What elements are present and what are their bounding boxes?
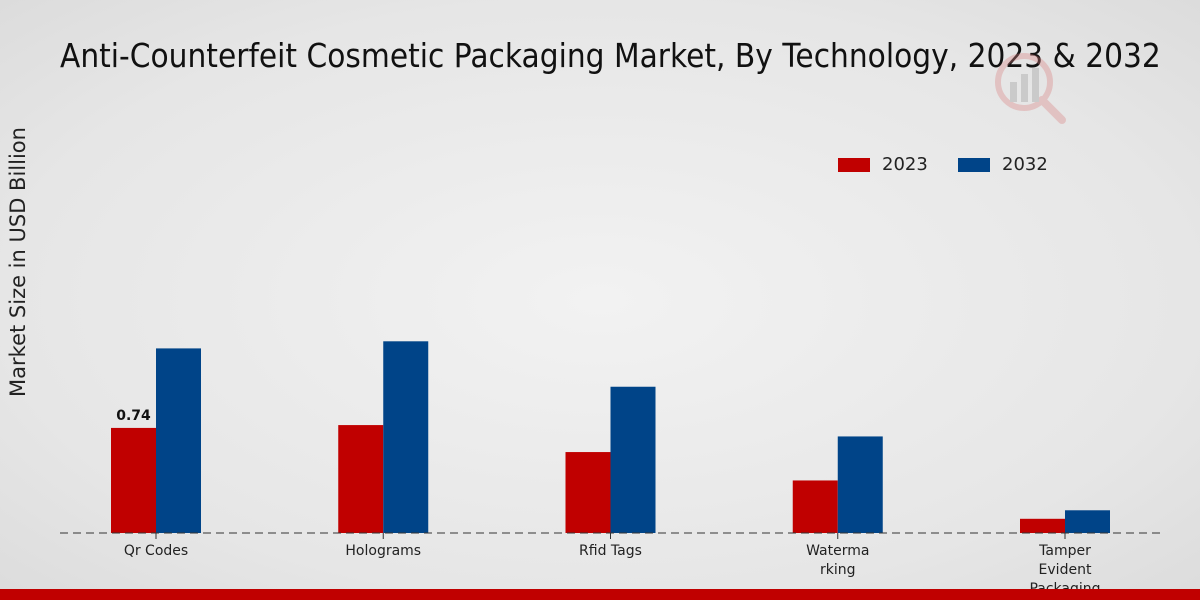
bar-2023	[338, 425, 384, 533]
bar-2023	[1020, 518, 1065, 533]
bar-2023	[792, 480, 838, 533]
bar-2032	[1065, 510, 1110, 533]
legend-label: 2032	[1002, 154, 1048, 175]
bar-2032	[837, 436, 883, 533]
bar-2032	[610, 386, 656, 533]
data-label: 0.74	[116, 408, 151, 424]
bar-2023	[565, 452, 611, 533]
x-tick-label: Waterma rking	[806, 543, 869, 578]
bottom-bar	[0, 589, 1200, 600]
legend-label: 2023	[882, 154, 928, 175]
bar-2023	[111, 427, 156, 533]
legend-item-2032: 2032	[958, 154, 1048, 175]
x-tick-label: Qr Codes	[124, 543, 188, 559]
legend-item-2023: 2023	[838, 154, 928, 175]
x-tick-label: Rfid Tags	[579, 543, 642, 559]
x-tick-label: Holograms	[345, 543, 421, 559]
bar-2032	[383, 341, 429, 533]
legend-swatch-2023	[838, 157, 870, 172]
chart-title: Anti-Counterfeit Cosmetic Packaging Mark…	[60, 36, 1161, 75]
bar-2032	[156, 348, 201, 533]
watermark-logo-icon	[995, 53, 1066, 124]
legend-swatch-2032	[958, 157, 990, 172]
